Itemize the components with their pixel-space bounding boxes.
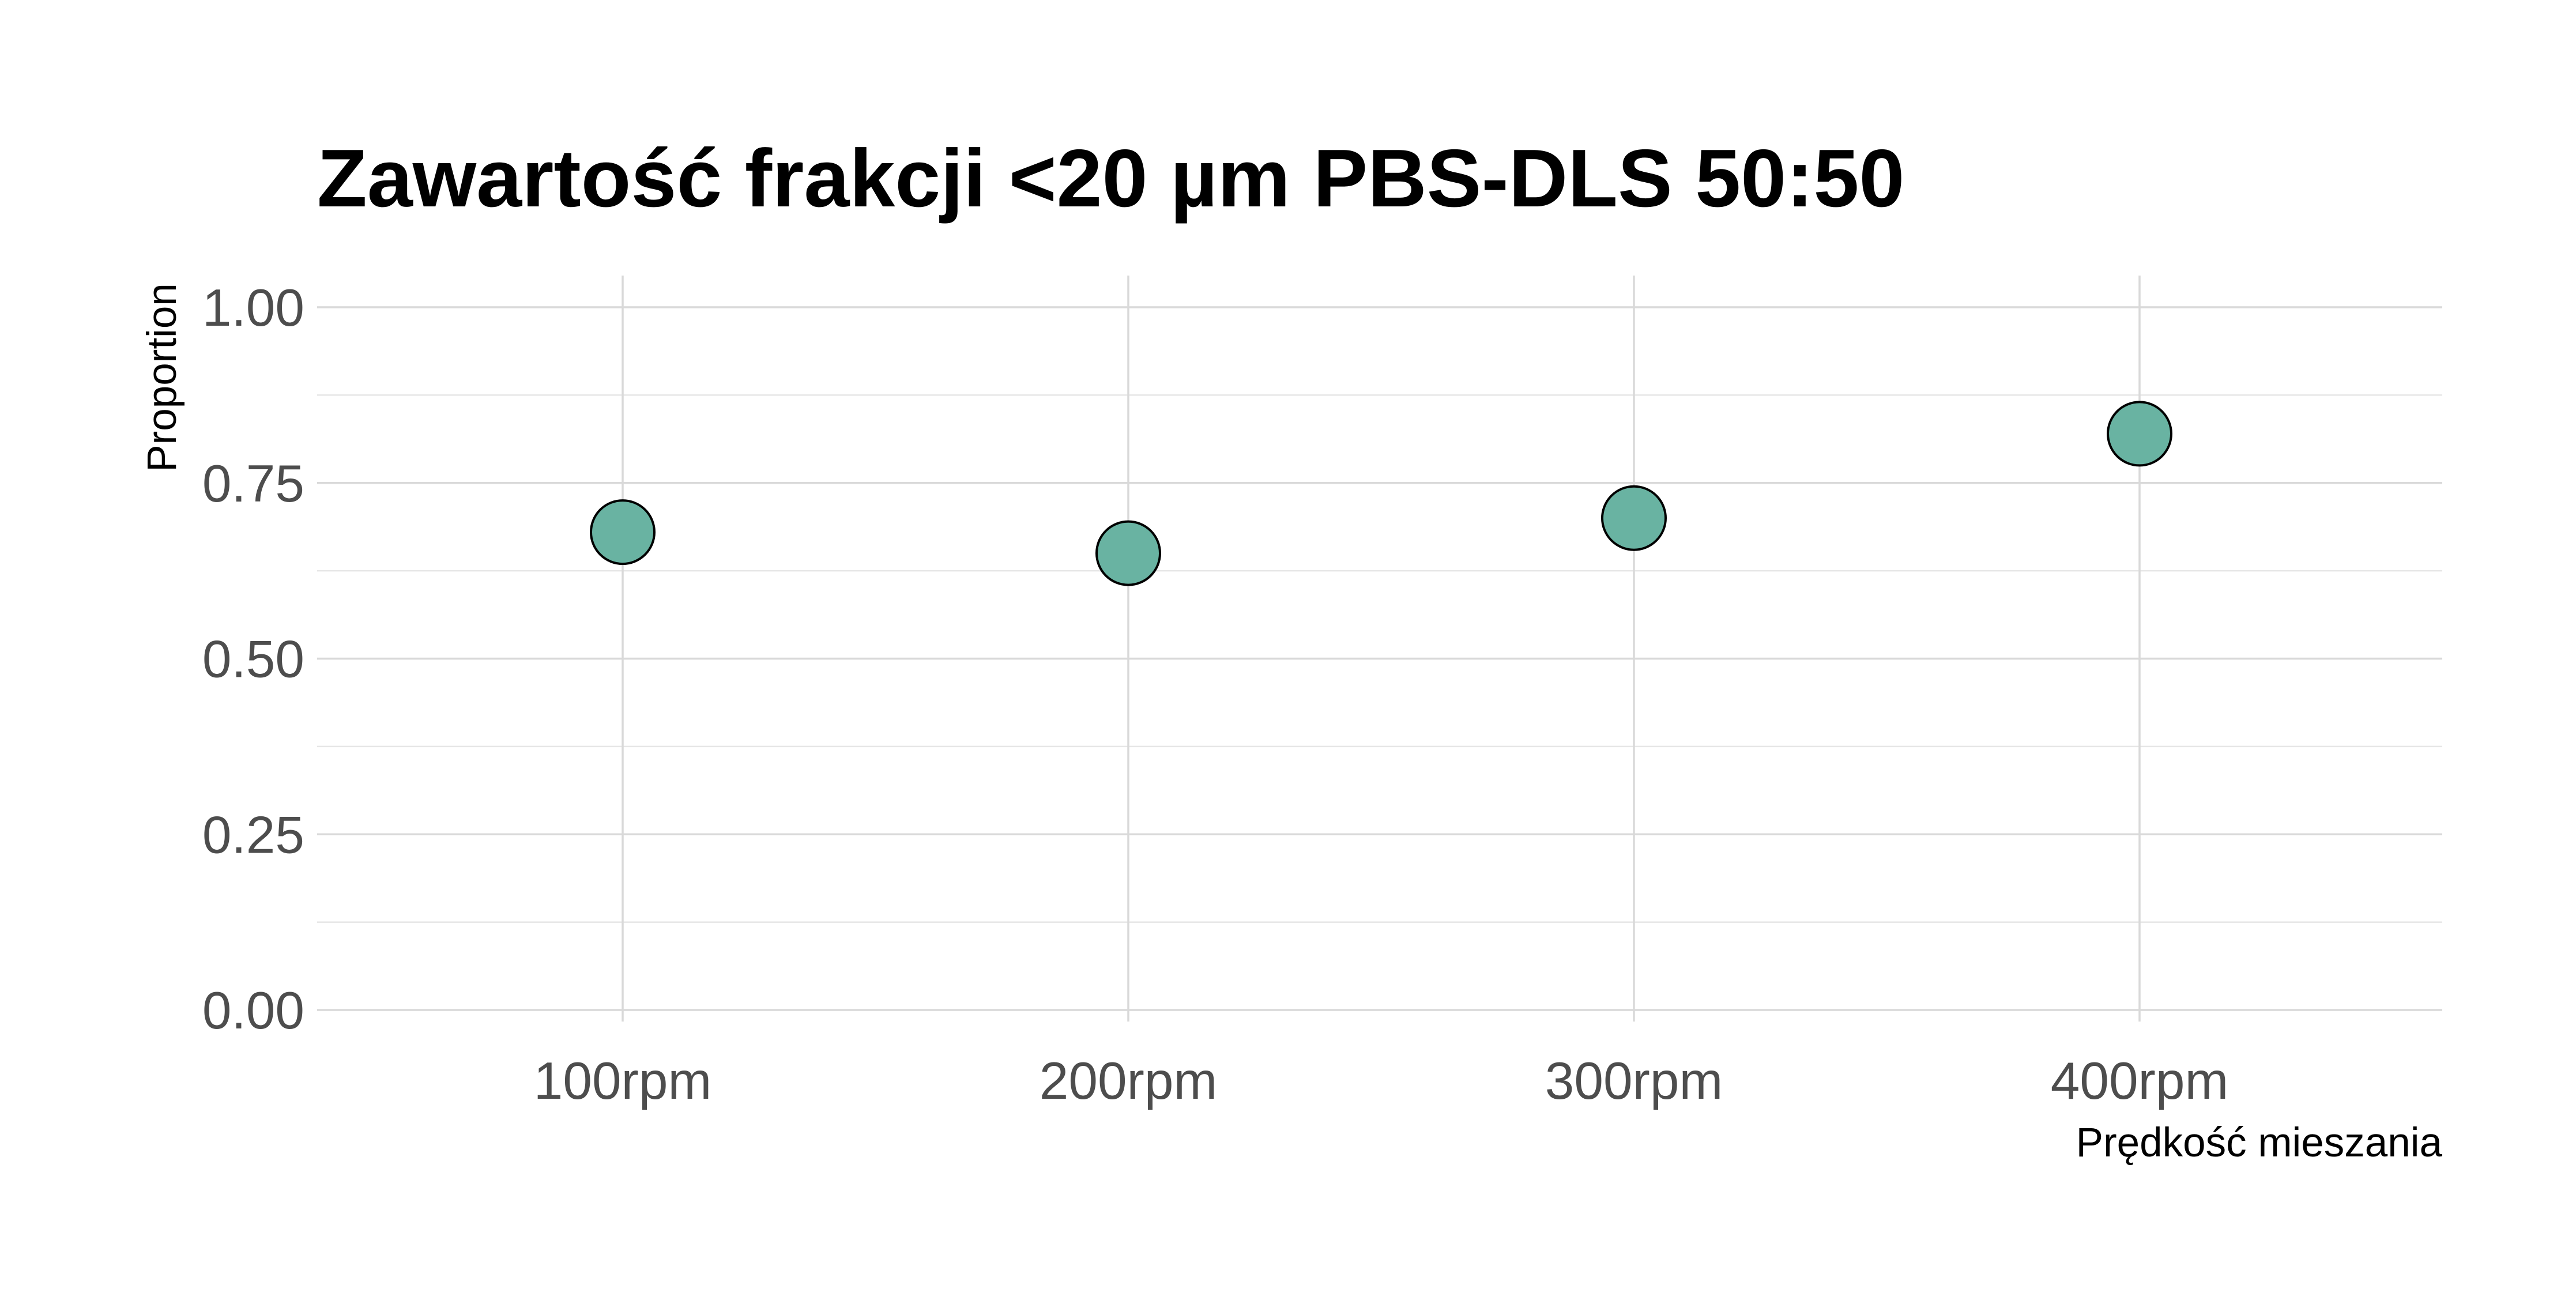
y-tick-label: 1.00 xyxy=(202,279,304,337)
data-points xyxy=(590,401,2172,586)
x-axis-tick-labels: 100rpm 200rpm 300rpm 400rpm xyxy=(534,1052,2229,1110)
x-tick-label: 200rpm xyxy=(1040,1052,1218,1110)
x-tick-label: 100rpm xyxy=(534,1052,712,1110)
x-axis-title: Prędkość mieszania xyxy=(2076,1120,2443,1166)
x-tick-label: 300rpm xyxy=(1545,1052,1723,1110)
data-point xyxy=(590,499,656,566)
minor-gridlines xyxy=(317,394,2442,923)
data-point xyxy=(1601,485,1667,551)
y-axis-tick-labels: 0.00 0.25 0.50 0.75 1.00 xyxy=(202,279,304,1040)
y-tick-label: 0.00 xyxy=(202,982,304,1040)
data-point xyxy=(2107,401,2172,467)
y-tick-label: 0.25 xyxy=(202,806,304,864)
x-tick-label: 400rpm xyxy=(2051,1052,2229,1110)
major-gridlines xyxy=(317,276,2442,1022)
data-point xyxy=(1095,520,1161,586)
chart-title: Zawartość frakcji <20 µm PBS-DLS 50:50 xyxy=(317,133,1904,224)
y-axis-title: Proportion xyxy=(140,283,185,472)
y-tick-label: 0.50 xyxy=(202,631,304,689)
y-tick-label: 0.75 xyxy=(202,455,304,513)
